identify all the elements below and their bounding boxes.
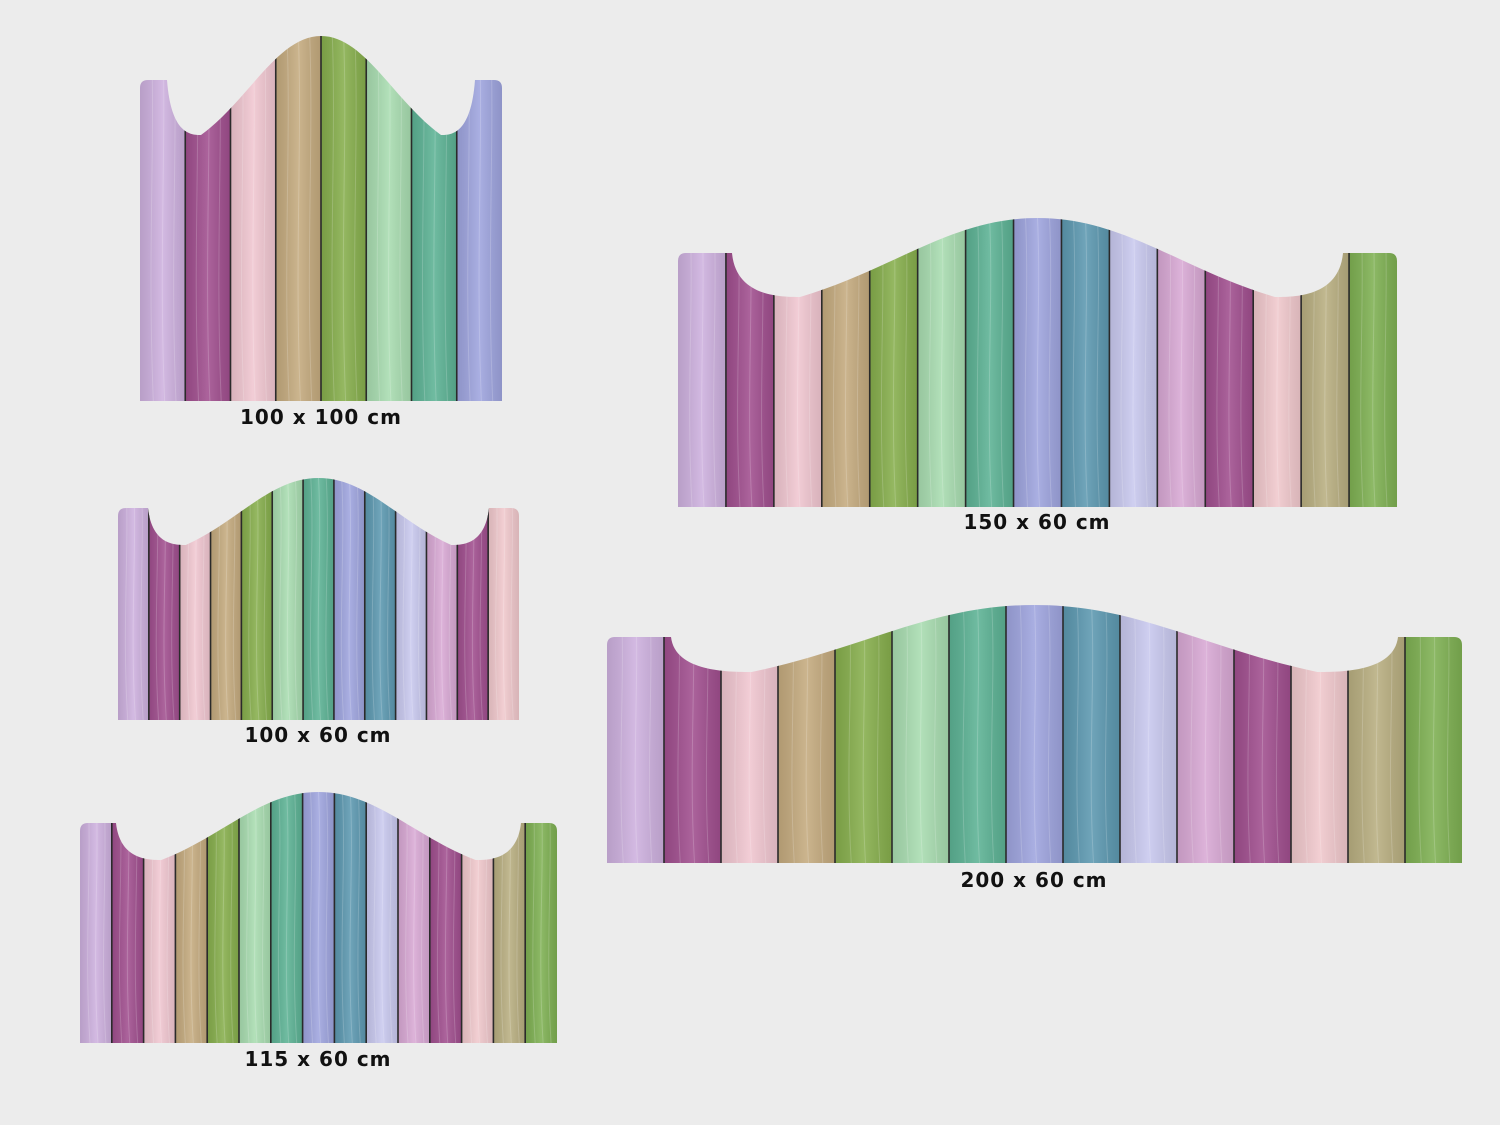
headboard-100x60 [118, 478, 519, 720]
headboard-115x60 [80, 792, 557, 1043]
headboard-200x60 [607, 605, 1462, 863]
headboard-graphic [118, 478, 519, 720]
headboard-graphic [80, 792, 557, 1043]
size-label-115x60: 115 x 60 cm [244, 1047, 392, 1071]
headboard-graphic [678, 218, 1397, 507]
size-label-100x60: 100 x 60 cm [244, 723, 392, 747]
headboard-graphic [607, 605, 1462, 863]
headboard-100x100 [140, 36, 502, 401]
headboard-graphic [140, 36, 502, 401]
size-label-100x100: 100 x 100 cm [240, 405, 402, 429]
headboard-150x60 [678, 218, 1397, 507]
size-label-150x60: 150 x 60 cm [963, 510, 1111, 534]
size-label-200x60: 200 x 60 cm [960, 868, 1108, 892]
